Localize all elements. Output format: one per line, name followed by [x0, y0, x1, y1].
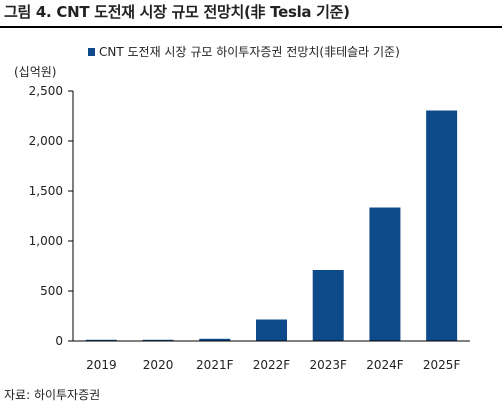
- bar-2021F: [199, 338, 231, 341]
- source-note: 자료: 하이투자증권: [4, 388, 101, 402]
- x-axis: 2019 2020 2021F 2022F 2023F 2024F 2025F: [73, 340, 470, 372]
- legend-swatch: [88, 48, 95, 56]
- legend: CNT 도전재 시장 규모 하이투자증권 전망치(非테슬라 기준): [88, 45, 400, 59]
- x-tick-label: 2024F: [366, 358, 404, 372]
- x-tick-label: 2020: [143, 358, 174, 372]
- y-tick-label: 500: [40, 284, 63, 298]
- bar-2025F: [426, 110, 458, 341]
- bar-2020: [142, 339, 174, 341]
- x-tick-label: 2021F: [196, 358, 234, 372]
- x-tick-label: 2025F: [423, 358, 461, 372]
- y-tick-label: 1,500: [29, 184, 63, 198]
- y-tick-label: 2,500: [29, 84, 63, 98]
- x-tick-label: 2022F: [253, 358, 291, 372]
- title-divider: [0, 26, 502, 28]
- y-tick-label: 1,000: [29, 234, 63, 248]
- x-tick-label: 2023F: [309, 358, 347, 372]
- x-tick-label: 2019: [86, 358, 117, 372]
- bar-2024F: [369, 207, 401, 341]
- bar-2022F: [256, 319, 287, 341]
- bars: [85, 110, 458, 341]
- y-tick-label: 0: [55, 334, 63, 348]
- y-unit-label: (십억원): [14, 65, 56, 79]
- bar-2023F: [312, 270, 344, 341]
- bar-chart: CNT 도전재 시장 규모 하이투자증권 전망치(非테슬라 기준) (십억원) …: [14, 45, 470, 372]
- legend-label: CNT 도전재 시장 규모 하이투자증권 전망치(非테슬라 기준): [99, 45, 400, 59]
- bar-2019: [85, 339, 117, 341]
- y-axis: 0 500 1,000 1,500 2,000 2,500: [29, 84, 74, 348]
- y-tick-label: 2,000: [29, 134, 63, 148]
- figure-title: 그림 4. CNT 도전재 시장 규모 전망치(非 Tesla 기준): [4, 3, 350, 21]
